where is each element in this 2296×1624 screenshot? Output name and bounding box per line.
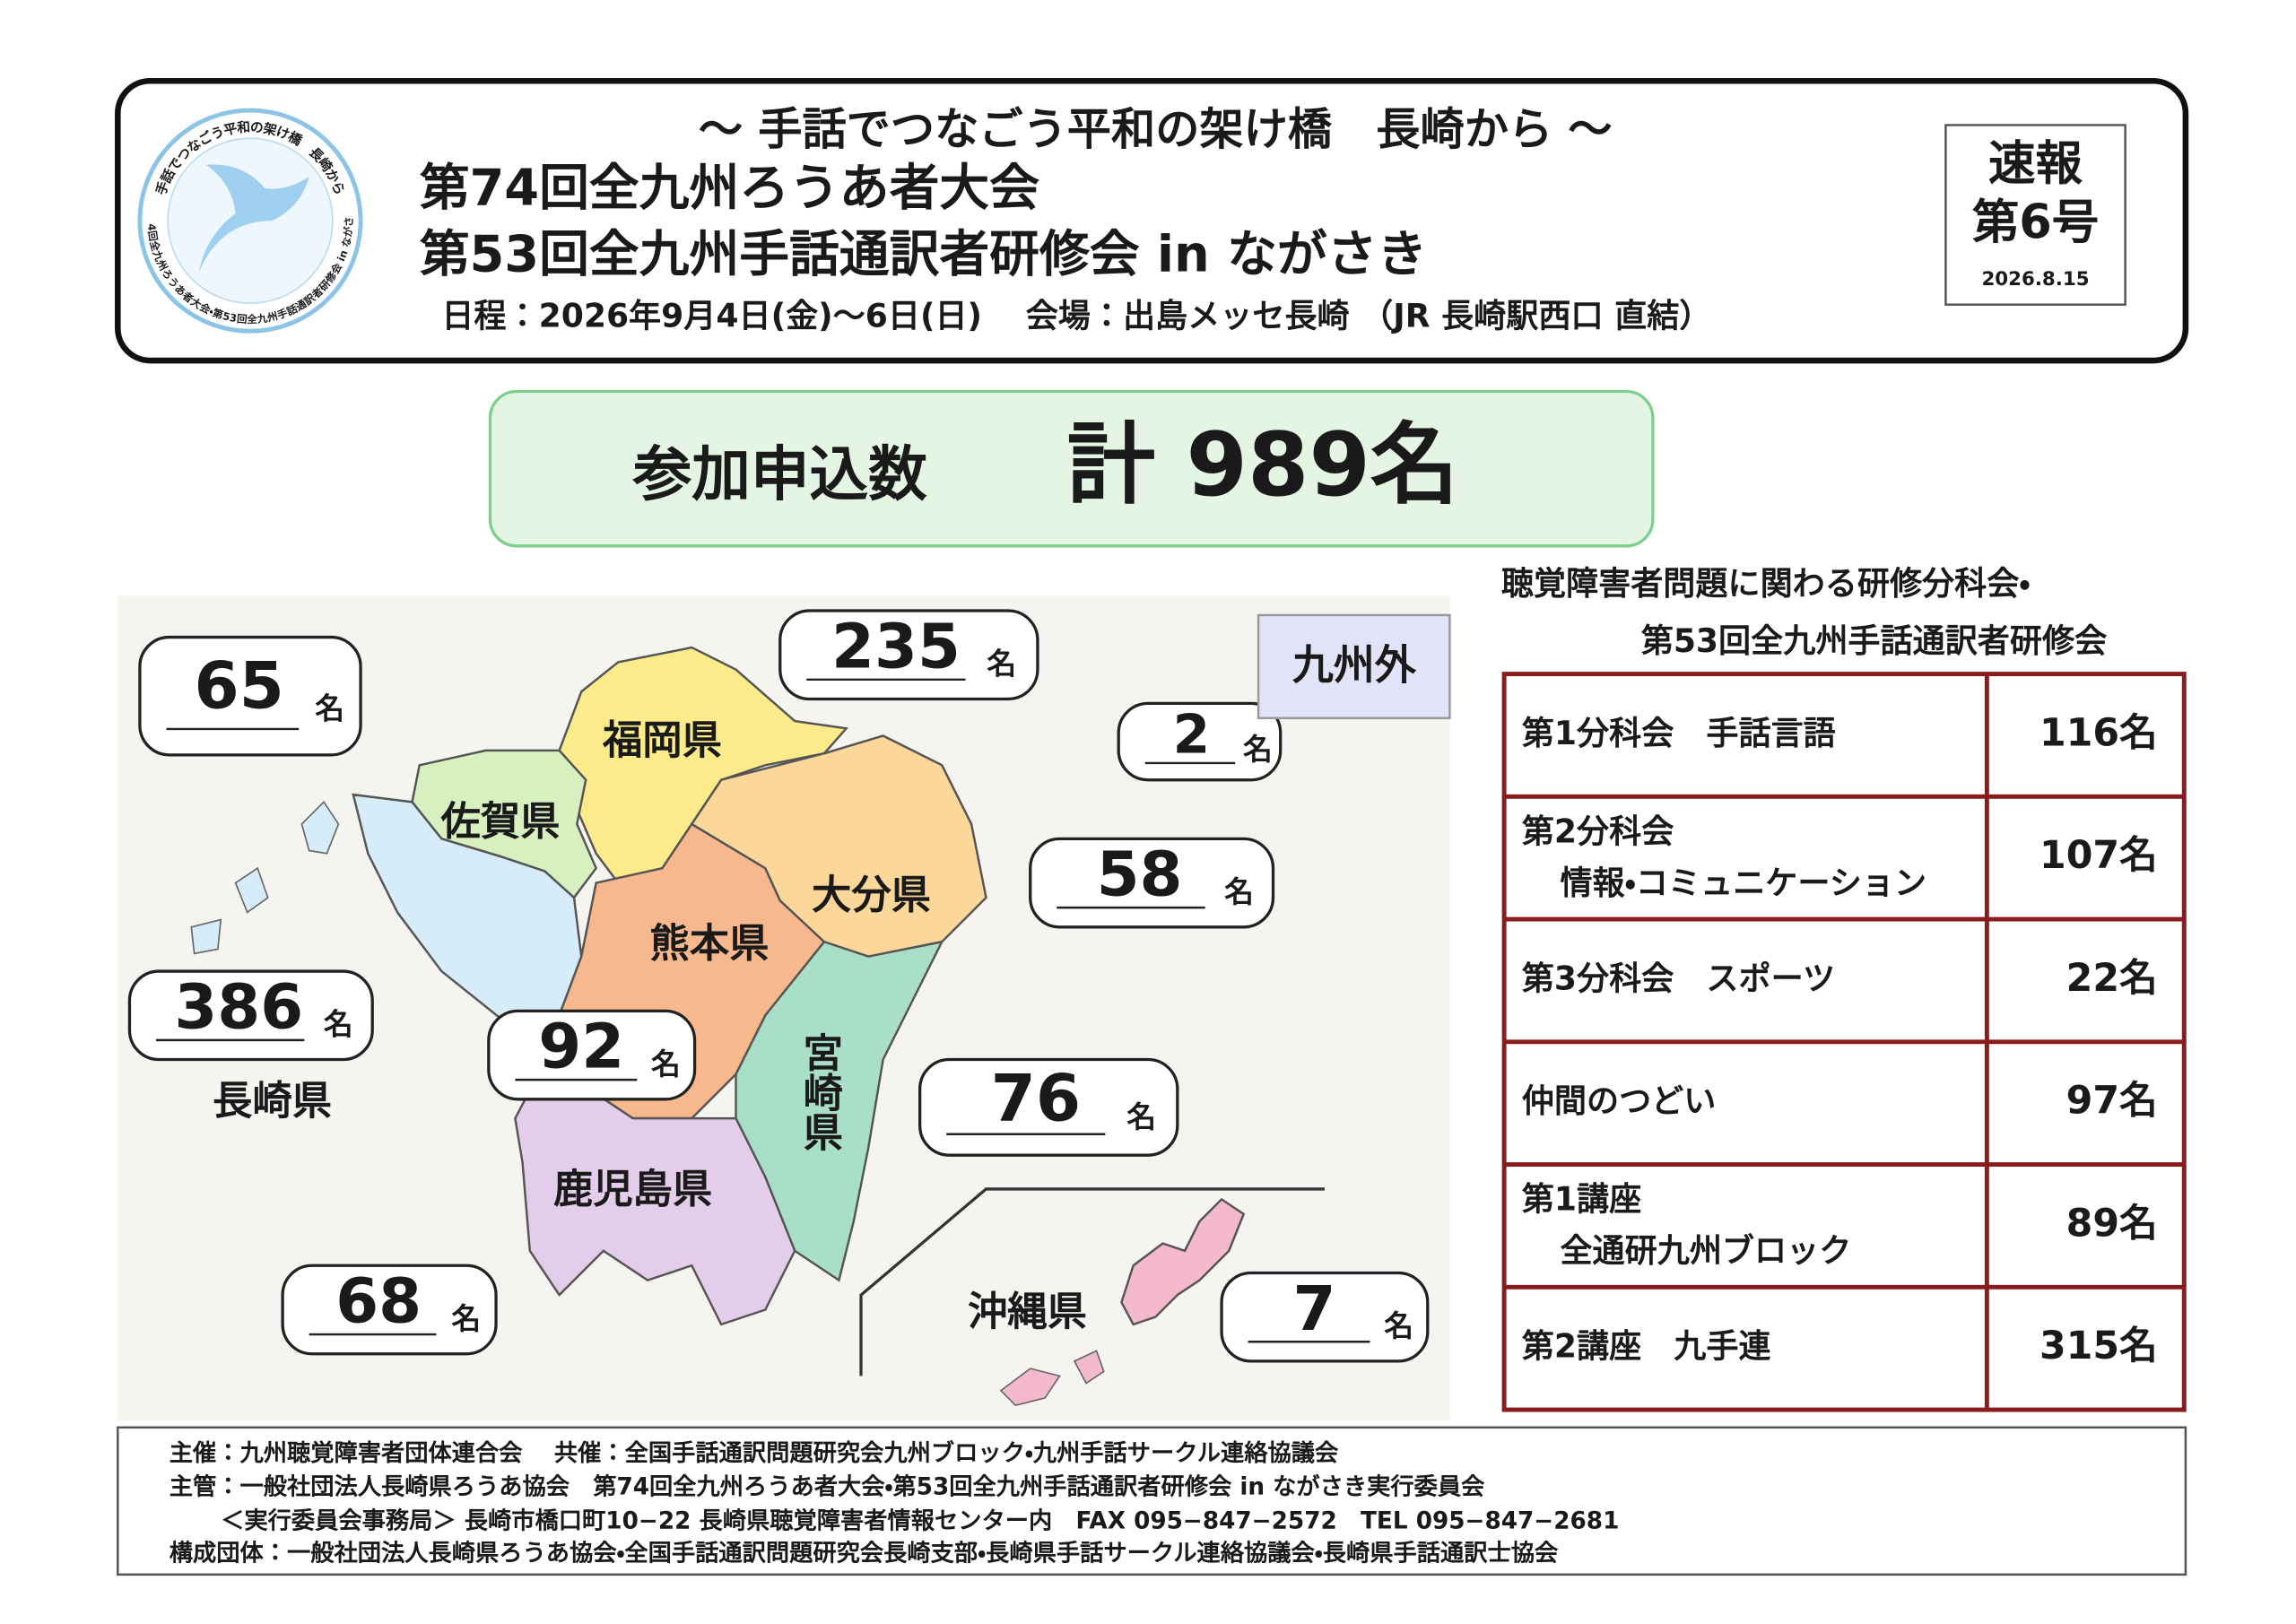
title-line: 第53回全九州手話通訳者研修会 in ながさき bbox=[420, 225, 1428, 283]
prefecture-name: 鹿児島県 bbox=[553, 1167, 712, 1212]
session-count: 97名 bbox=[2066, 1079, 2158, 1124]
slogan: ～ 手話でつなごう平和の架け橋 長崎から ～ bbox=[699, 103, 1613, 155]
count-unit: 名 bbox=[324, 1008, 353, 1042]
prefecture-name: 大分県 bbox=[812, 873, 931, 918]
island bbox=[300, 801, 340, 855]
island bbox=[190, 918, 222, 955]
count-bubble bbox=[1029, 837, 1275, 929]
total-label: 参加申込数 bbox=[632, 440, 927, 508]
island bbox=[234, 866, 269, 914]
total-value: 計 989名 bbox=[1067, 414, 1459, 517]
logo-dove bbox=[198, 164, 309, 273]
count-number: 92 bbox=[538, 1012, 624, 1083]
footer-line: 主催：九州聴覚障害者団体連合会 共催：全国手話通訳問題研究会九州ブロック・九州手… bbox=[170, 1439, 1339, 1467]
session-sub: 全通研九州ブロック bbox=[1560, 1231, 1851, 1270]
total-box bbox=[488, 389, 1655, 548]
count-unit: 名 bbox=[651, 1047, 681, 1081]
count-bubble bbox=[487, 1009, 697, 1101]
count-number: 7 bbox=[1292, 1273, 1335, 1345]
count-bubble bbox=[281, 1264, 498, 1356]
count-bubble bbox=[778, 609, 1039, 701]
session-name: 第1分科会 手話言語 bbox=[1522, 714, 1836, 752]
footer-frame bbox=[117, 1426, 2187, 1576]
session-count: 107名 bbox=[2039, 833, 2158, 878]
badge-label: 速報 bbox=[1988, 136, 2083, 191]
footer-line: 主管：一般社団法人長崎県ろうあ協会 第74回全九州ろうあ者大会・第53回全九州手… bbox=[170, 1473, 1485, 1501]
session-sub: 情報・コミュニケーション bbox=[1560, 864, 1926, 902]
island bbox=[1073, 1350, 1105, 1385]
prefecture-name: 福岡県 bbox=[602, 718, 722, 764]
count-bubble bbox=[138, 635, 362, 757]
count-unit: 名 bbox=[987, 647, 1016, 682]
prefecture-name: 熊本県 bbox=[650, 921, 770, 967]
count-number: 2 bbox=[1173, 704, 1211, 766]
title-line: 第74回全九州ろうあ者大会 bbox=[420, 159, 1039, 217]
count-unit: 名 bbox=[315, 691, 344, 725]
session-count: 315名 bbox=[2039, 1324, 2158, 1368]
sessions-title: 第53回全九州手話通訳者研修会 bbox=[1641, 621, 2107, 660]
session-name: 第3分科会 スポーツ bbox=[1522, 959, 1835, 997]
schedule: 日程：2026年9月4日(金)～6日(日) 会場：出島メッセ長崎 （JR 長崎駅… bbox=[441, 296, 1711, 334]
count-bubble bbox=[127, 969, 374, 1062]
prefecture-shape bbox=[690, 734, 987, 958]
count-number: 235 bbox=[831, 611, 961, 682]
prefecture-shape bbox=[1120, 1197, 1246, 1326]
outside-box bbox=[1257, 613, 1451, 720]
session-count: 89名 bbox=[2066, 1201, 2158, 1246]
badge-issue: 第6号 bbox=[1972, 195, 2100, 250]
session-name: 第1講座 bbox=[1522, 1180, 1641, 1219]
outside-label: 九州外 bbox=[1292, 641, 1417, 690]
count-bubble bbox=[918, 1057, 1179, 1157]
badge bbox=[1944, 124, 2126, 306]
prefecture-name: 長崎県 bbox=[213, 1079, 332, 1125]
count-bubble bbox=[1117, 701, 1283, 782]
prefecture-name: 宮崎県 bbox=[796, 1032, 843, 1151]
count-unit: 名 bbox=[451, 1302, 481, 1336]
prefecture-name: 佐賀県 bbox=[440, 799, 561, 845]
header-frame bbox=[115, 77, 2189, 364]
session-count: 22名 bbox=[2066, 956, 2158, 1001]
session-name: 第2分科会 bbox=[1522, 812, 1674, 850]
footer-line: 構成団体：一般社団法人長崎県ろうあ協会・全国手話通訳問題研究会長崎支部・長崎県手… bbox=[170, 1539, 1559, 1567]
session-name: 仲間のつどい bbox=[1522, 1081, 1717, 1120]
count-unit: 名 bbox=[1224, 875, 1254, 909]
session-count: 116名 bbox=[2039, 710, 2158, 755]
count-number: 58 bbox=[1097, 839, 1183, 911]
island bbox=[999, 1368, 1061, 1407]
count-number: 65 bbox=[194, 649, 283, 725]
sessions-title: 聴覚障害者問題に関わる研修分科会・ bbox=[1501, 564, 2031, 603]
footer-line: ＜実行委員会事務局＞ 長崎市橋口町10−22 長崎県聴覚障害者情報センター内 F… bbox=[221, 1507, 1619, 1534]
count-unit: 名 bbox=[1243, 733, 1273, 767]
count-number: 386 bbox=[174, 971, 303, 1043]
count-unit: 名 bbox=[1126, 1100, 1156, 1134]
count-bubble bbox=[1220, 1271, 1430, 1363]
count-number: 68 bbox=[335, 1266, 422, 1338]
prefecture-name: 沖縄県 bbox=[968, 1289, 1087, 1334]
prefecture-shape bbox=[514, 1061, 796, 1326]
count-number: 76 bbox=[991, 1062, 1081, 1137]
okinawa-separator bbox=[859, 1187, 1325, 1376]
count-unit: 名 bbox=[1384, 1309, 1413, 1343]
badge-date: 2026.8.15 bbox=[1981, 268, 2089, 291]
session-name: 第2講座 九手連 bbox=[1522, 1327, 1771, 1366]
prefecture-shape bbox=[735, 940, 944, 1282]
